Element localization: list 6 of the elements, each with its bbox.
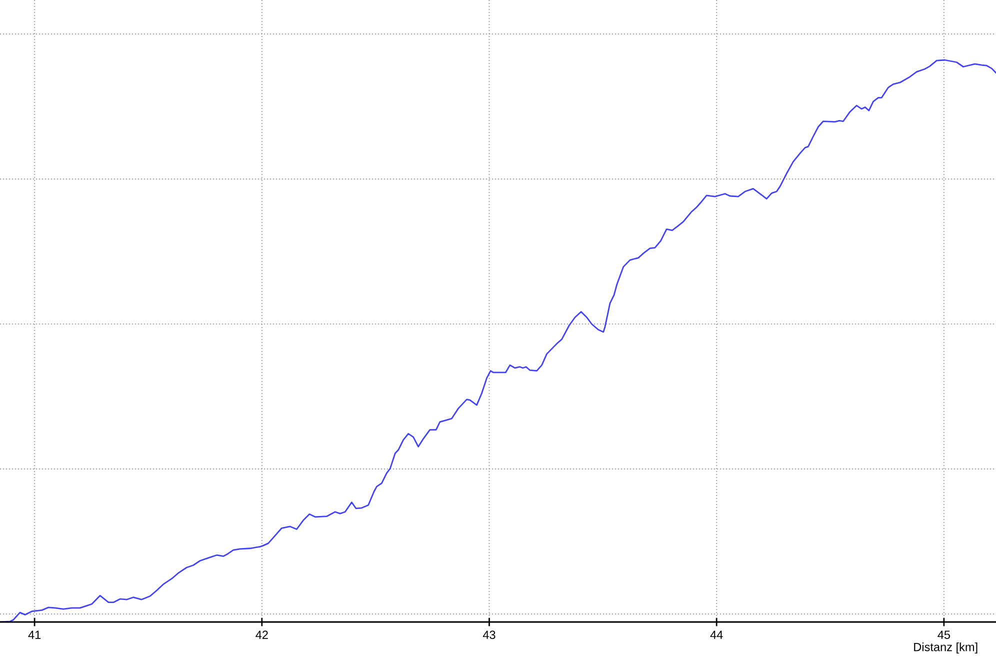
x-tick-label: 44 xyxy=(710,630,723,639)
x-axis-title: Distanz [km] xyxy=(914,642,978,654)
x-tick-label: 41 xyxy=(28,630,41,639)
x-tick-label: 42 xyxy=(256,630,268,639)
x-tick-label: 43 xyxy=(482,630,496,640)
x-tick-label: 45 xyxy=(938,630,950,640)
